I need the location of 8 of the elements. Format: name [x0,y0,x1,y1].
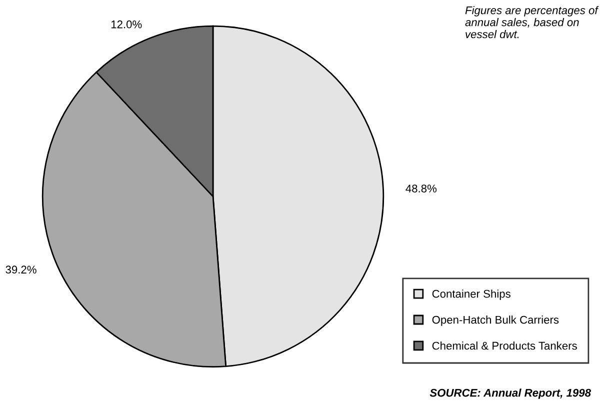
data-label: 39.2% [6,266,36,274]
data-label: 48.8% [406,184,437,192]
text: Figures are percentages of annual sales, based on vessel dwt. [465,6,599,38]
legend-label: Open-Hatch Bulk Carriers [432,316,559,326]
legend-label: Chemical & Products Tankers [432,342,577,350]
legend-label: Container Ships [432,290,510,300]
data-label: 12.0% [111,20,142,28]
source-note: SOURCE: Annual Report, 1998 [430,388,591,399]
